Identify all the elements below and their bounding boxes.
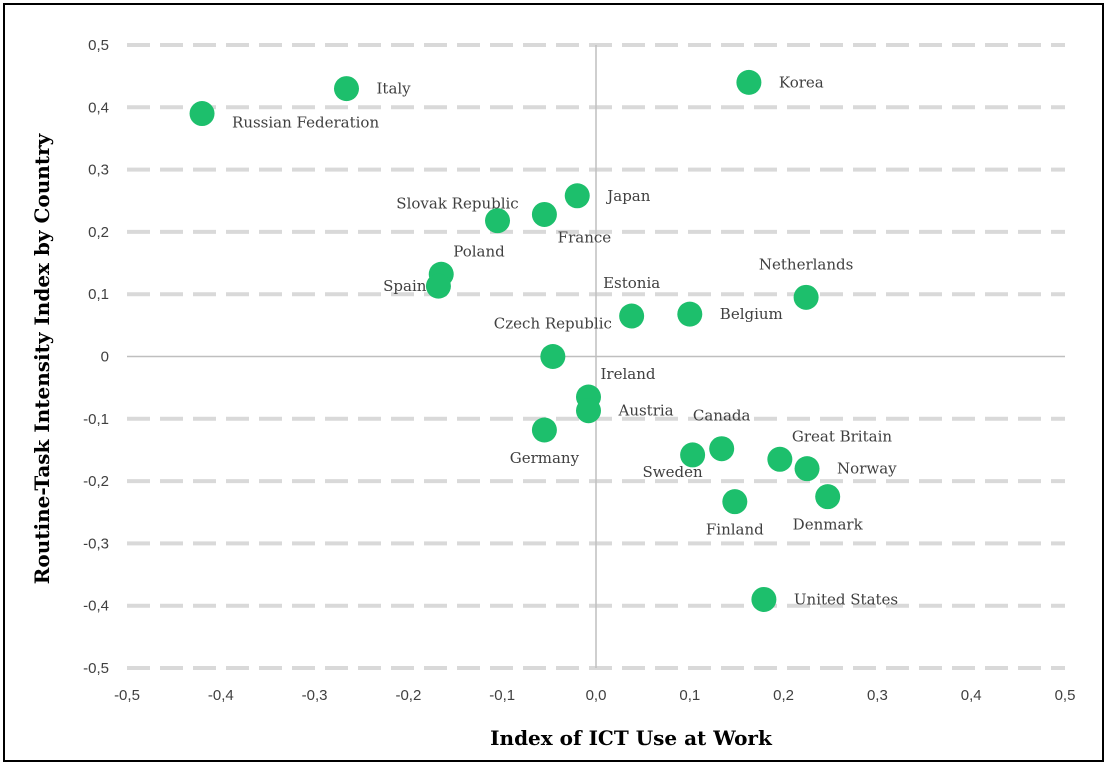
data-point	[575, 398, 601, 424]
point-label: Japan	[605, 187, 651, 205]
point-label: France	[558, 228, 612, 246]
y-tick-labels: 0,5 0,4 0,3 0,2 0,1 0 -0,1 -0,2 -0,3 -0,4 -0,5	[83, 37, 109, 677]
point-label: Spain	[383, 277, 427, 295]
data-point	[709, 436, 735, 462]
data-point	[189, 101, 215, 127]
y-tick-label: 0,4	[88, 99, 109, 116]
y-tick-label: -0,5	[83, 660, 109, 677]
x-tick-label: -0,3	[302, 687, 328, 704]
y-tick-label: -0,4	[83, 598, 109, 615]
x-tick-label: 0,1	[679, 687, 700, 704]
data-point	[751, 586, 777, 612]
point-label: United States	[794, 590, 898, 608]
data-point	[485, 208, 511, 234]
x-tick-label: 0,4	[961, 687, 982, 704]
data-point	[736, 69, 762, 95]
point-label: Ireland	[600, 365, 655, 383]
point-labels: Italy Russian Federation Korea Japan Slovak …	[232, 73, 898, 608]
data-point	[531, 201, 557, 227]
point-label: Canada	[693, 407, 751, 425]
point-label: Sweden	[643, 463, 703, 481]
data-point	[677, 301, 703, 327]
point-label: Norway	[837, 460, 897, 478]
y-tick-label: -0,2	[83, 473, 109, 490]
point-label: Belgium	[720, 305, 783, 323]
y-tick-label: 0,1	[88, 286, 109, 303]
x-tick-labels: -0,5 -0,4 -0,3 -0,2 -0,1 0,0 0,1 0,2 0,3 0,4 0,5	[114, 687, 1075, 704]
y-tick-label: 0	[101, 349, 109, 366]
x-tick-label: 0,0	[586, 687, 607, 704]
data-point	[619, 303, 645, 329]
x-tick-label: 0,5	[1055, 687, 1076, 704]
point-label: Russian Federation	[232, 114, 379, 132]
x-tick-label: -0,1	[489, 687, 515, 704]
x-tick-label: -0,5	[114, 687, 140, 704]
data-point	[540, 344, 566, 369]
zero-axes	[127, 45, 1065, 668]
point-label: Slovak Republic	[396, 195, 518, 213]
x-tick-label: 0,2	[773, 687, 794, 704]
data-point	[793, 284, 819, 310]
data-point	[722, 489, 748, 515]
y-tick-label: 0,2	[88, 224, 109, 241]
point-label: Great Britain	[792, 427, 893, 445]
y-tick-label: -0,1	[83, 411, 109, 428]
point-label: Finland	[706, 521, 764, 539]
x-tick-label: 0,3	[867, 687, 888, 704]
point-label: Czech Republic	[494, 315, 612, 333]
data-point	[564, 183, 590, 209]
x-tick-label: -0,4	[208, 687, 234, 704]
data-point	[767, 446, 793, 472]
scatter-chart: 0,5 0,4 0,3 0,2 0,1 0 -0,1 -0,2 -0,3 -0,4 -0,5 -0,…	[30, 37, 1075, 750]
data-point	[680, 442, 706, 468]
point-label: Estonia	[603, 274, 660, 292]
data-point	[333, 76, 359, 102]
y-axis-title: Routine-Task Intensity Index by Country	[30, 132, 54, 584]
y-tick-label: -0,3	[83, 535, 109, 552]
data-points	[189, 69, 841, 612]
point-label: Italy	[376, 80, 411, 98]
point-label: Austria	[617, 402, 673, 420]
point-label: Korea	[779, 73, 824, 91]
data-point	[425, 273, 451, 299]
point-label: Denmark	[793, 516, 864, 534]
data-point	[794, 456, 820, 482]
x-tick-label: -0,2	[395, 687, 421, 704]
y-tick-label: 0,5	[88, 37, 109, 54]
y-tick-label: 0,3	[88, 162, 109, 179]
x-axis-title: Index of ICT Use at Work	[490, 726, 773, 750]
point-label: Germany	[510, 449, 580, 467]
chart-frame: 0,5 0,4 0,3 0,2 0,1 0 -0,1 -0,2 -0,3 -0,4 -0,5 -0,…	[3, 3, 1104, 762]
data-point	[531, 417, 557, 443]
data-point	[815, 484, 841, 510]
point-label: Netherlands	[759, 255, 853, 273]
point-label: Poland	[453, 242, 505, 260]
